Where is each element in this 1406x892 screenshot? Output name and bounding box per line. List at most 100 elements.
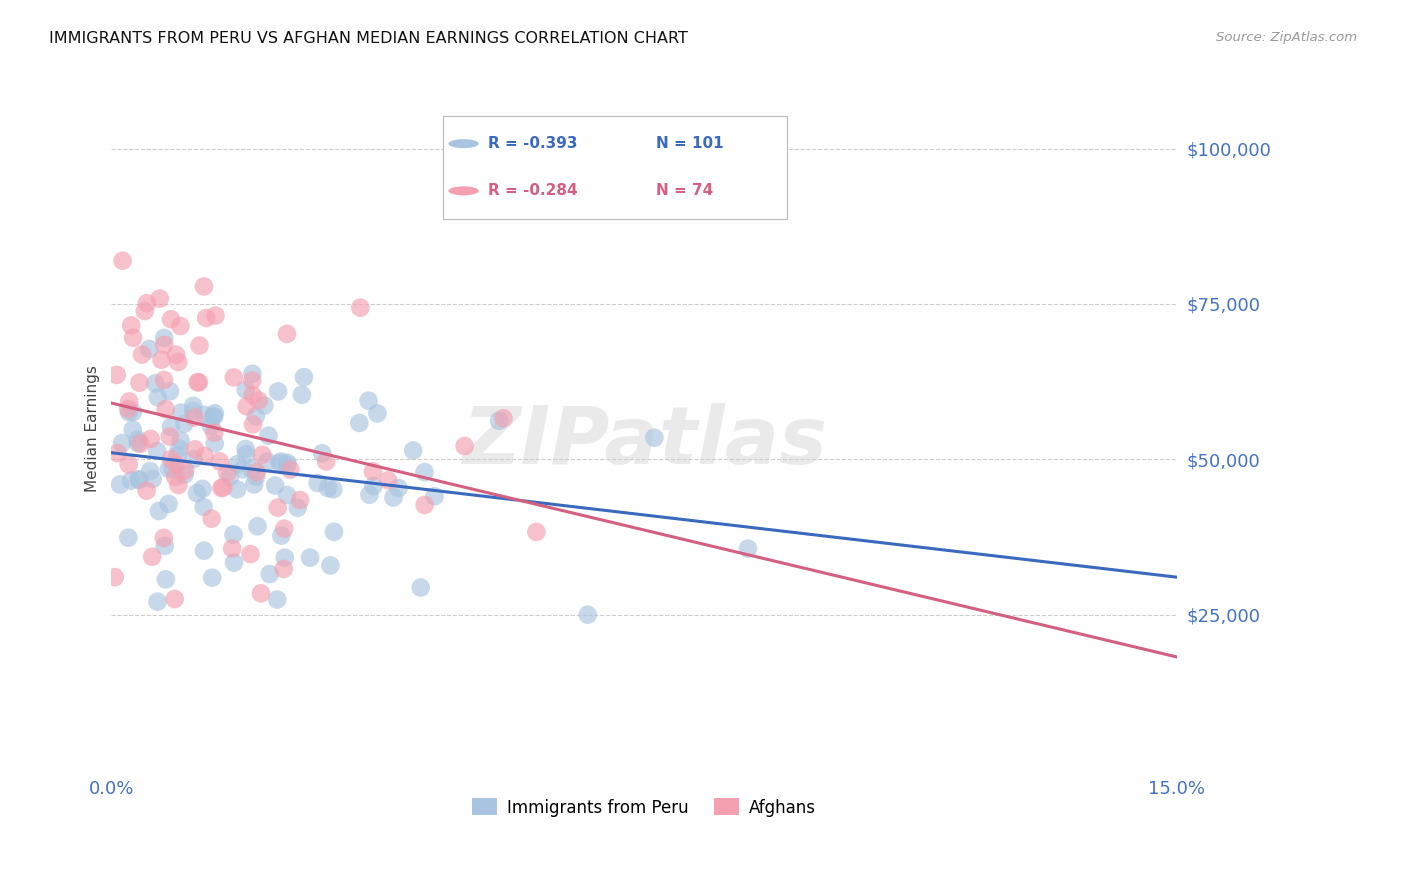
- Point: [187, 376, 209, 390]
- Point: [246, 465, 269, 479]
- Point: [159, 429, 181, 443]
- Point: [117, 402, 139, 417]
- Text: ZIPatlas: ZIPatlas: [461, 403, 827, 481]
- Point: [363, 479, 385, 493]
- Point: [153, 373, 176, 387]
- Point: [257, 428, 280, 442]
- Text: N = 74: N = 74: [657, 184, 714, 198]
- Point: [181, 404, 204, 418]
- Point: [402, 443, 425, 458]
- Point: [246, 519, 269, 533]
- Point: [280, 462, 302, 476]
- Point: [242, 388, 264, 402]
- Point: [173, 417, 195, 431]
- Point: [204, 309, 226, 323]
- Point: [266, 500, 288, 515]
- Point: [165, 470, 187, 484]
- Point: [122, 405, 145, 419]
- Point: [492, 411, 515, 425]
- Point: [193, 500, 215, 514]
- Point: [316, 481, 339, 495]
- Point: [157, 497, 180, 511]
- Point: [349, 416, 371, 430]
- Point: [201, 571, 224, 585]
- Point: [240, 462, 263, 476]
- Point: [291, 387, 314, 401]
- Point: [311, 446, 333, 460]
- Point: [221, 541, 243, 556]
- Point: [235, 442, 257, 456]
- Point: [193, 543, 215, 558]
- Point: [143, 376, 166, 391]
- Point: [184, 442, 207, 457]
- Point: [157, 462, 180, 476]
- Legend: Immigrants from Peru, Afghans: Immigrants from Peru, Afghans: [465, 792, 823, 823]
- Point: [160, 420, 183, 434]
- Text: R = -0.284: R = -0.284: [488, 184, 578, 198]
- Point: [153, 539, 176, 553]
- Point: [107, 446, 129, 460]
- Point: [273, 522, 295, 536]
- Point: [247, 393, 270, 408]
- Text: Source: ZipAtlas.com: Source: ZipAtlas.com: [1216, 31, 1357, 45]
- Point: [239, 547, 262, 561]
- Point: [118, 458, 141, 472]
- Point: [128, 472, 150, 486]
- Point: [186, 486, 208, 500]
- Point: [413, 465, 436, 479]
- Point: [193, 449, 215, 463]
- Point: [212, 480, 235, 494]
- Point: [488, 414, 510, 428]
- Point: [217, 466, 239, 480]
- Point: [120, 474, 142, 488]
- Y-axis label: Median Earnings: Median Earnings: [86, 365, 100, 491]
- Point: [202, 425, 225, 440]
- Point: [111, 253, 134, 268]
- Point: [307, 476, 329, 491]
- Point: [242, 417, 264, 432]
- Point: [134, 304, 156, 318]
- Point: [222, 370, 245, 384]
- Point: [129, 436, 152, 450]
- Point: [218, 470, 240, 484]
- Point: [159, 384, 181, 399]
- Point: [202, 409, 225, 424]
- Point: [120, 318, 142, 333]
- Point: [183, 410, 205, 425]
- Point: [146, 443, 169, 458]
- Point: [323, 524, 346, 539]
- Point: [166, 449, 188, 463]
- Point: [142, 472, 165, 486]
- Point: [253, 399, 276, 413]
- Point: [165, 348, 187, 362]
- Point: [235, 400, 257, 414]
- Point: [359, 488, 381, 502]
- Point: [319, 558, 342, 573]
- Point: [146, 595, 169, 609]
- Point: [226, 457, 249, 471]
- Point: [267, 384, 290, 399]
- Point: [209, 481, 232, 495]
- Point: [162, 462, 184, 476]
- Point: [128, 376, 150, 390]
- Point: [245, 409, 267, 424]
- Point: [136, 296, 159, 310]
- Point: [139, 464, 162, 478]
- Point: [256, 454, 278, 468]
- Point: [149, 292, 172, 306]
- Point: [160, 452, 183, 467]
- Point: [264, 478, 287, 492]
- Point: [128, 473, 150, 487]
- Point: [737, 541, 759, 556]
- Point: [146, 391, 169, 405]
- Point: [208, 454, 231, 468]
- Point: [266, 592, 288, 607]
- Point: [288, 493, 311, 508]
- Point: [643, 431, 665, 445]
- Point: [322, 483, 344, 497]
- Point: [104, 570, 127, 584]
- Point: [269, 456, 291, 470]
- Point: [193, 408, 215, 422]
- Point: [187, 376, 209, 390]
- Point: [349, 301, 371, 315]
